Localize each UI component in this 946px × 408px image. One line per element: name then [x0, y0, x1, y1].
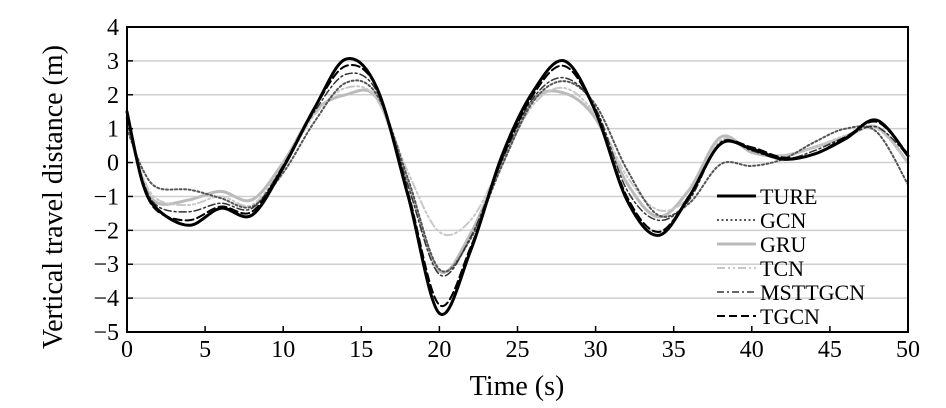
y-tick-label: −1 [93, 184, 119, 210]
x-tick-label: 0 [121, 337, 133, 363]
y-tick-label: 4 [107, 15, 119, 41]
x-tick-label: 25 [506, 337, 530, 363]
x-tick-label: 50 [896, 337, 920, 363]
y-axis-label: Vertical travel distance (m) [38, 45, 69, 349]
legend-label-ture: TURE [760, 184, 817, 209]
x-axis-label: Time (s) [470, 371, 565, 402]
y-tick-label: 0 [107, 151, 119, 177]
axes-frame [126, 26, 909, 333]
x-tick-label: 35 [662, 337, 686, 363]
y-tick-label: 3 [107, 49, 119, 75]
y-tick-labels: 4 3 2 1 0 −1 −2 −3 −4 −5 [93, 15, 119, 346]
x-tick-label: 10 [271, 337, 295, 363]
x-tick-label: 20 [427, 337, 451, 363]
y-tick-label: −5 [93, 320, 119, 346]
x-tick-label: 45 [818, 337, 842, 363]
x-tick-label: 15 [349, 337, 373, 363]
series-lines [125, 57, 910, 317]
y-tick-label: 1 [107, 117, 119, 143]
y-tick-label: 2 [107, 83, 119, 109]
x-tick-label: 5 [199, 337, 211, 363]
x-tick-labels: 0 5 10 15 20 25 30 35 40 45 50 [121, 337, 920, 363]
legend-label-gru: GRU [760, 232, 807, 257]
legend-label-tgcn: TGCN [760, 304, 820, 329]
y-tick-label: −2 [93, 218, 119, 244]
y-tick-label: −4 [93, 286, 119, 312]
series-line-ture [125, 57, 910, 317]
legend-label-gcn: GCN [760, 208, 807, 233]
legend-label-msttgcn: MSTTGCN [760, 280, 865, 305]
x-tick-label: 40 [740, 337, 764, 363]
series-line-gcn [126, 79, 909, 273]
legend-label-tcn: TCN [760, 256, 804, 281]
y-tick-label: −3 [93, 252, 119, 278]
x-tick-label: 30 [584, 337, 608, 363]
